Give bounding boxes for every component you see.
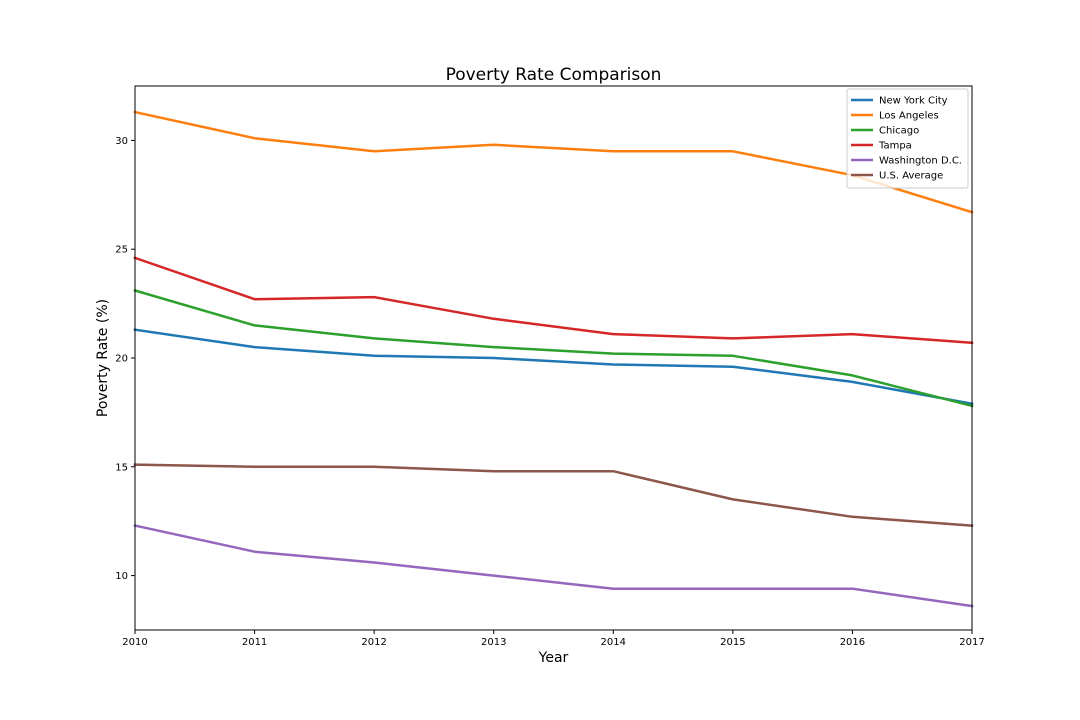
x-tick-label: 2015 (720, 637, 745, 648)
plot-frame (134, 85, 973, 631)
x-tick-label: 2014 (601, 637, 626, 648)
series-line-new-york-city (133, 328, 974, 406)
legend-label: Chicago (879, 126, 919, 137)
y-axis-label: Poverty Rate (%) (95, 299, 111, 417)
series-line-chicago (133, 288, 974, 408)
y-tick-label: 25 (115, 245, 128, 256)
legend-box (846, 88, 969, 189)
plot-lines (133, 110, 974, 608)
x-tick-label: 2013 (481, 637, 506, 648)
legend: New York City Los Angeles Chicago Tampa Wash… (846, 88, 969, 189)
series-line-los-angeles (133, 110, 974, 214)
y-tick-label: 30 (115, 136, 128, 147)
legend-label: New York City (879, 96, 948, 107)
x-axis-label: Year (538, 650, 569, 666)
legend-label: Tampa (878, 141, 912, 152)
x-tick-label: 2012 (361, 637, 386, 648)
y-tick-label: 20 (115, 354, 128, 365)
chart-title: Poverty Rate Comparison (446, 65, 662, 85)
y-axis-ticks: 10 15 20 25 30 (115, 136, 135, 582)
legend-label: U.S. Average (879, 171, 943, 182)
series-line-washington-d-c (133, 524, 974, 608)
x-tick-label: 2016 (840, 637, 865, 648)
series-line-tampa (133, 256, 974, 345)
x-tick-label: 2017 (959, 637, 984, 648)
legend-label: Los Angeles (879, 111, 939, 122)
x-axis-ticks: 2010 2011 2012 2013 2014 2015 2016 2017 (122, 630, 985, 648)
x-tick-label: 2011 (242, 637, 267, 648)
y-tick-label: 10 (115, 571, 128, 582)
x-tick-label: 2010 (122, 637, 147, 648)
y-tick-label: 15 (115, 462, 128, 473)
legend-label: Washington D.C. (879, 156, 962, 167)
series-line-u-s-average (133, 463, 974, 527)
